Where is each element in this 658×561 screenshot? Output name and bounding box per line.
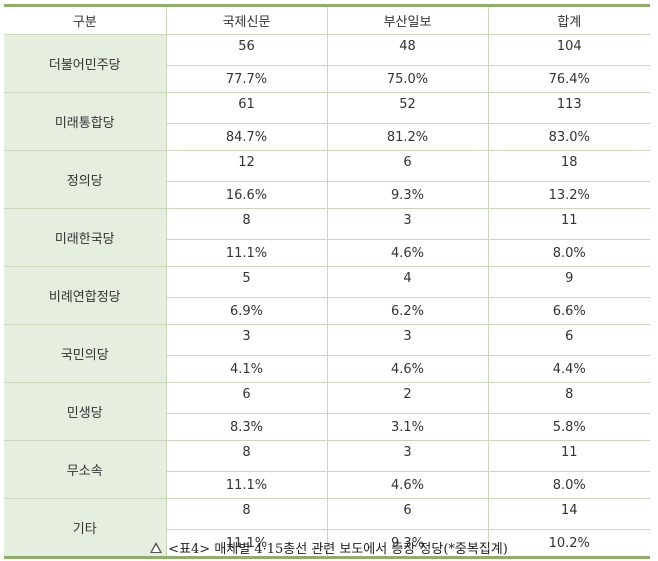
percent-cell: 76.4% bbox=[487, 65, 650, 93]
table-row: 미래한국당 8 3 11 bbox=[4, 208, 650, 267]
party-name-cell: 비례연합정당 bbox=[4, 266, 167, 325]
header-kookje: 국제신문 bbox=[165, 5, 328, 35]
caption-text: <표4> 매체별 4·15총선 관련 보도에서 등장 정당(*중복집계) bbox=[168, 542, 508, 557]
count-cell: 48 bbox=[326, 34, 489, 66]
count-cell: 3 bbox=[326, 440, 489, 472]
table-header-row: 구분 국제신문 부산일보 합계 bbox=[4, 5, 650, 35]
percent-cell: 84.7% bbox=[166, 123, 328, 151]
table-row: 16.6% 9.3% 13.2% bbox=[4, 181, 650, 209]
count-cell: 3 bbox=[326, 324, 489, 356]
percent-cell: 9.3% bbox=[326, 181, 489, 209]
count-cell: 52 bbox=[326, 92, 489, 124]
count-cell: 56 bbox=[165, 34, 328, 66]
party-name-cell: 미래한국당 bbox=[4, 208, 167, 267]
table-row: 민생당 6 2 8 bbox=[4, 382, 650, 441]
percent-cell: 10.2% bbox=[487, 529, 650, 558]
count-cell: 8 bbox=[165, 208, 328, 240]
party-coverage-table: 구분 국제신문 부산일보 합계 더불어민주당 56 48 104 77.7% 75.0% 7… bbox=[4, 4, 650, 559]
percent-cell: 6.2% bbox=[326, 297, 489, 325]
percent-cell: 83.0% bbox=[487, 123, 650, 151]
count-cell: 3 bbox=[165, 324, 328, 356]
count-cell: 18 bbox=[487, 150, 650, 182]
table-row: 미래통합당 61 52 113 bbox=[4, 92, 650, 151]
header-busan: 부산일보 bbox=[326, 5, 489, 35]
percent-cell: 77.7% bbox=[166, 65, 328, 93]
count-cell: 113 bbox=[487, 92, 650, 124]
count-cell: 4 bbox=[326, 266, 489, 298]
count-cell: 5 bbox=[165, 266, 328, 298]
percent-cell: 4.6% bbox=[326, 471, 489, 499]
percent-cell: 4.6% bbox=[326, 239, 489, 267]
table-row: 무소속 8 3 11 bbox=[4, 440, 650, 499]
party-name-cell: 정의당 bbox=[4, 150, 167, 209]
percent-cell: 81.2% bbox=[326, 123, 489, 151]
percent-cell: 4.4% bbox=[487, 355, 650, 383]
percent-cell: 3.1% bbox=[326, 413, 489, 441]
percent-cell: 6.9% bbox=[166, 297, 328, 325]
table-row: 8.3% 3.1% 5.8% bbox=[4, 413, 650, 441]
table-row: 11.1% 4.6% 8.0% bbox=[4, 471, 650, 499]
count-cell: 6 bbox=[326, 498, 489, 530]
percent-cell: 11.1% bbox=[166, 529, 328, 558]
percent-cell: 9.3% bbox=[326, 529, 489, 558]
table-row: 더불어민주당 56 48 104 bbox=[4, 34, 650, 93]
party-name-cell: 기타 bbox=[4, 498, 167, 558]
table-row: 11.1% 9.3% 10.2% bbox=[4, 529, 650, 558]
table-row: 정의당 12 6 18 bbox=[4, 150, 650, 209]
count-cell: 6 bbox=[487, 324, 650, 356]
table-caption: <표4> 매체별 4·15총선 관련 보도에서 등장 정당(*중복집계) bbox=[0, 538, 658, 557]
percent-cell: 8.0% bbox=[487, 471, 650, 499]
party-name-cell: 민생당 bbox=[4, 382, 167, 441]
count-cell: 9 bbox=[487, 266, 650, 298]
count-cell: 2 bbox=[326, 382, 489, 414]
table-body: 더불어민주당 56 48 104 77.7% 75.0% 76.4% 미래통합당 61 52 113… bbox=[4, 34, 650, 558]
table-row: 84.7% 81.2% 83.0% bbox=[4, 123, 650, 151]
percent-cell: 8.0% bbox=[487, 239, 650, 267]
count-cell: 8 bbox=[165, 498, 328, 530]
count-cell: 6 bbox=[165, 382, 328, 414]
table-row: 77.7% 75.0% 76.4% bbox=[4, 65, 650, 93]
table-container: 구분 국제신문 부산일보 합계 더불어민주당 56 48 104 77.7% 75.0% 7… bbox=[4, 4, 650, 559]
table-row: 11.1% 4.6% 8.0% bbox=[4, 239, 650, 267]
percent-cell: 11.1% bbox=[166, 239, 328, 267]
header-category: 구분 bbox=[4, 5, 167, 35]
table-row: 6.9% 6.2% 6.6% bbox=[4, 297, 650, 325]
header-total: 합계 bbox=[487, 5, 650, 35]
percent-cell: 4.6% bbox=[326, 355, 489, 383]
table-row: 4.1% 4.6% 4.4% bbox=[4, 355, 650, 383]
percent-cell: 5.8% bbox=[487, 413, 650, 441]
party-name-cell: 무소속 bbox=[4, 440, 167, 499]
percent-cell: 75.0% bbox=[326, 65, 489, 93]
percent-cell: 8.3% bbox=[166, 413, 328, 441]
count-cell: 61 bbox=[165, 92, 328, 124]
count-cell: 3 bbox=[326, 208, 489, 240]
party-name-cell: 국민의당 bbox=[4, 324, 167, 383]
count-cell: 8 bbox=[165, 440, 328, 472]
percent-cell: 16.6% bbox=[166, 181, 328, 209]
count-cell: 12 bbox=[165, 150, 328, 182]
count-cell: 8 bbox=[487, 382, 650, 414]
table-row: 국민의당 3 3 6 bbox=[4, 324, 650, 383]
table-row: 기타 8 6 14 bbox=[4, 498, 650, 558]
party-name-cell: 더불어민주당 bbox=[4, 34, 167, 93]
party-name-cell: 미래통합당 bbox=[4, 92, 167, 151]
count-cell: 6 bbox=[326, 150, 489, 182]
count-cell: 11 bbox=[487, 440, 650, 472]
percent-cell: 11.1% bbox=[166, 471, 328, 499]
count-cell: 11 bbox=[487, 208, 650, 240]
percent-cell: 4.1% bbox=[166, 355, 328, 383]
count-cell: 104 bbox=[487, 34, 650, 66]
table-row: 비례연합정당 5 4 9 bbox=[4, 266, 650, 325]
percent-cell: 6.6% bbox=[487, 297, 650, 325]
triangle-outline-icon bbox=[150, 542, 163, 553]
count-cell: 14 bbox=[487, 498, 650, 530]
percent-cell: 13.2% bbox=[487, 181, 650, 209]
